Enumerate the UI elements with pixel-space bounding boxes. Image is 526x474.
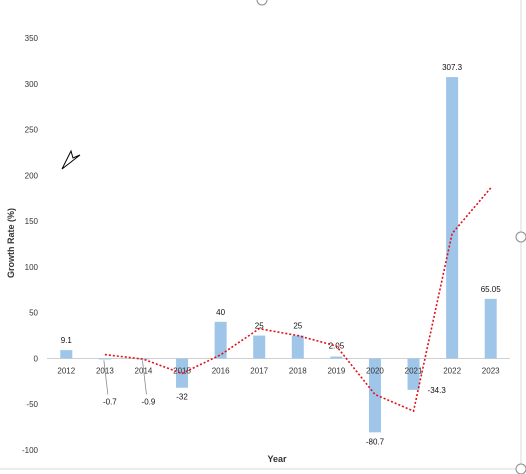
x-tick-label: 2022 [443, 366, 461, 375]
y-tick-label: 200 [25, 171, 39, 180]
x-tick-label: 2019 [327, 366, 345, 375]
data-label: -0.9 [142, 397, 156, 406]
y-tick-label: -100 [22, 446, 39, 455]
y-tick-label: 350 [25, 34, 39, 43]
data-label: -0.7 [103, 397, 117, 406]
x-tick-label: 2023 [482, 366, 500, 375]
data-label: 307.3 [442, 63, 463, 72]
bar [368, 358, 381, 433]
y-tick-label: 0 [34, 354, 39, 363]
x-tick-label: 2015 [173, 366, 191, 375]
y-tick-label: 100 [25, 263, 39, 272]
y-tick-label: 50 [29, 309, 38, 318]
data-label: -32 [176, 393, 188, 402]
data-label: 25 [255, 322, 264, 331]
x-tick-label: 2021 [405, 366, 423, 375]
y-axis-title: Growth Rate (%) [6, 208, 16, 278]
data-label: 40 [216, 308, 225, 317]
x-tick-label: 2012 [57, 366, 75, 375]
data-label: -34.3 [428, 386, 447, 395]
data-label-leader [103, 360, 109, 395]
y-tick-label: 300 [25, 80, 39, 89]
x-tick-label: 2018 [289, 366, 307, 375]
bar [330, 356, 343, 359]
y-tick-label: -50 [26, 400, 38, 409]
trendline-moving-average [104, 187, 492, 413]
y-tick-label: 250 [25, 126, 39, 135]
bar [446, 77, 459, 359]
data-label: 65.05 [481, 285, 502, 294]
x-tick-label: 2020 [366, 366, 384, 375]
bar [60, 350, 73, 359]
x-tick-label: 2016 [212, 366, 230, 375]
data-label: 25 [293, 322, 302, 331]
bar [484, 298, 497, 359]
data-label: -80.7 [366, 437, 385, 446]
x-tick-label: 2017 [250, 366, 268, 375]
resize-handle-top[interactable] [256, 0, 268, 6]
bar [407, 358, 420, 390]
y-tick-label: 150 [25, 217, 39, 226]
bar [98, 358, 111, 360]
bar [214, 321, 227, 359]
bar [253, 335, 266, 359]
plot-area: -100-50050100150200250300350201220132014… [22, 34, 510, 455]
data-label-leader [142, 360, 147, 395]
resize-handle-corner[interactable] [515, 463, 526, 474]
bar [137, 358, 150, 360]
bar [291, 335, 304, 359]
x-axis-title: Year [267, 454, 287, 464]
data-label: 9.1 [61, 336, 73, 345]
resize-handle-right[interactable] [515, 231, 526, 243]
mouse-cursor-icon [61, 149, 81, 170]
